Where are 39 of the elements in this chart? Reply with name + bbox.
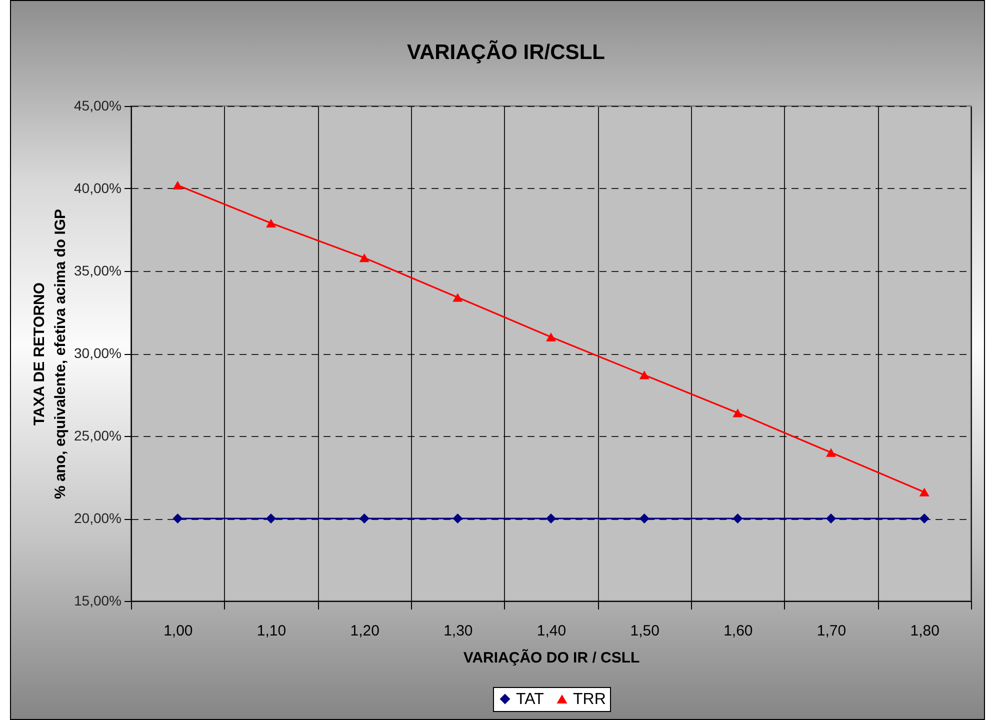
x-tick-label: 1,50 <box>630 622 660 640</box>
point <box>826 514 836 524</box>
point <box>639 514 650 524</box>
x-tick-label: 1,00 <box>164 622 193 640</box>
point <box>732 408 743 418</box>
point <box>919 488 930 496</box>
y-tick-label: 45,00% <box>74 98 122 114</box>
legend-label: TRR <box>573 691 606 708</box>
point <box>172 514 183 524</box>
point <box>826 448 836 457</box>
chart-title: VARIAÇÃO IR/CSLL <box>407 40 606 64</box>
x-tick-label: 1,30 <box>444 622 473 640</box>
point <box>546 332 556 342</box>
y-tick-label: 20,00% <box>74 510 122 526</box>
point <box>732 514 743 524</box>
point <box>919 514 930 524</box>
point <box>452 514 463 524</box>
point <box>266 514 276 524</box>
point <box>639 370 650 380</box>
x-tick-label: 1,70 <box>816 622 846 640</box>
x-tick-label: 1,10 <box>256 622 286 640</box>
point <box>546 514 556 524</box>
y-tick-label: 15,00% <box>74 592 122 608</box>
y-axis-title: TAXA DE RETORNO % ano, equivalente, efetiva acima do IGP <box>31 208 70 500</box>
y-tick-label: 40,00% <box>74 180 122 196</box>
x-tick-label: 1,80 <box>910 622 940 640</box>
point <box>172 180 183 190</box>
y-tick-label: 30,00% <box>74 345 122 361</box>
point <box>359 253 370 262</box>
y-tick-label: 25,00% <box>74 428 122 444</box>
point <box>452 293 463 302</box>
legend-label: TAT <box>516 691 544 708</box>
x-tick-label: 1,20 <box>350 622 380 640</box>
point <box>359 514 370 524</box>
x-tick-label: 1,40 <box>536 622 566 640</box>
x-tick-label: 1,60 <box>724 622 753 640</box>
point <box>266 218 276 228</box>
x-axis-title: VARIAÇÃO DO IR / CSLL <box>463 648 640 666</box>
y-tick-label: 35,00% <box>74 262 122 278</box>
